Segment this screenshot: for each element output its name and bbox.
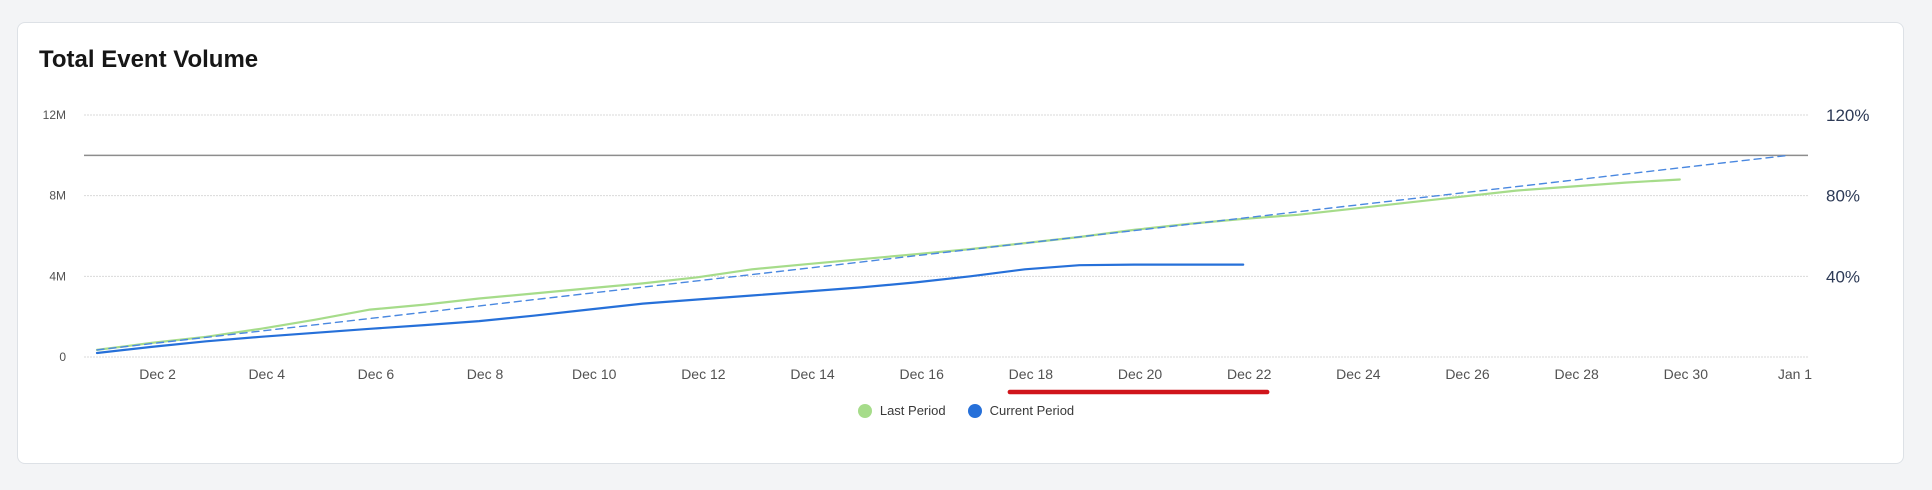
x-tick-label: Dec 6: [358, 366, 395, 382]
y-axis-right: 120% 80% 40%: [1826, 106, 1869, 286]
x-tick-label: Dec 4: [248, 366, 285, 382]
legend-swatch-current-period: [967, 403, 982, 418]
x-tick-label: Dec 12: [681, 366, 726, 382]
chart-title: Total Event Volume: [39, 46, 259, 73]
x-tick-label: Dec 30: [1664, 366, 1709, 382]
y-right-tick-label: 120%: [1826, 106, 1869, 125]
legend: Last Period Current Period: [0, 403, 1932, 418]
x-tick-label: Dec 20: [1118, 366, 1163, 382]
legend-swatch-last-period: [857, 403, 872, 418]
series-lines: [95, 154, 1790, 355]
grid-lines: [84, 114, 1808, 358]
x-tick-label: Dec 28: [1554, 366, 1599, 382]
x-tick-label: Dec 22: [1227, 366, 1272, 382]
legend-item-current-period[interactable]: Current Period: [967, 403, 1075, 418]
x-tick-label: Dec 24: [1336, 366, 1381, 382]
x-tick-label: Dec 8: [467, 366, 504, 382]
x-tick-label: Dec 26: [1445, 366, 1490, 382]
y-right-tick-label: 40%: [1826, 267, 1860, 286]
x-tick-label: Dec 10: [572, 366, 617, 382]
y-left-tick-label: 4M: [49, 269, 66, 283]
last-period-line: [95, 178, 1681, 351]
legend-item-last-period[interactable]: Last Period: [857, 403, 946, 418]
x-tick-label: Dec 18: [1009, 366, 1054, 382]
x-tick-label: Dec 14: [790, 366, 835, 382]
y-right-tick-label: 80%: [1826, 187, 1860, 206]
legend-label-current-period: Current Period: [989, 403, 1075, 418]
x-tick-label: Dec 2: [139, 366, 176, 382]
chart-card: [17, 22, 1904, 464]
projection-line: [96, 154, 1790, 351]
y-axis-left: 12M 8M 4M 0: [43, 108, 67, 364]
x-tick-label: Jan 1: [1778, 366, 1812, 382]
x-tick-label: Dec 16: [900, 366, 945, 382]
legend-label-last-period: Last Period: [879, 403, 946, 418]
current-period-line: [95, 263, 1245, 355]
y-left-tick-label: 12M: [43, 108, 66, 122]
y-left-tick-label: 8M: [49, 189, 66, 203]
x-axis: Dec 2 Dec 4 Dec 6 Dec 8 Dec 10 Dec 12 Dec 14 De…: [139, 366, 1812, 382]
y-left-tick-label: 0: [59, 350, 66, 364]
